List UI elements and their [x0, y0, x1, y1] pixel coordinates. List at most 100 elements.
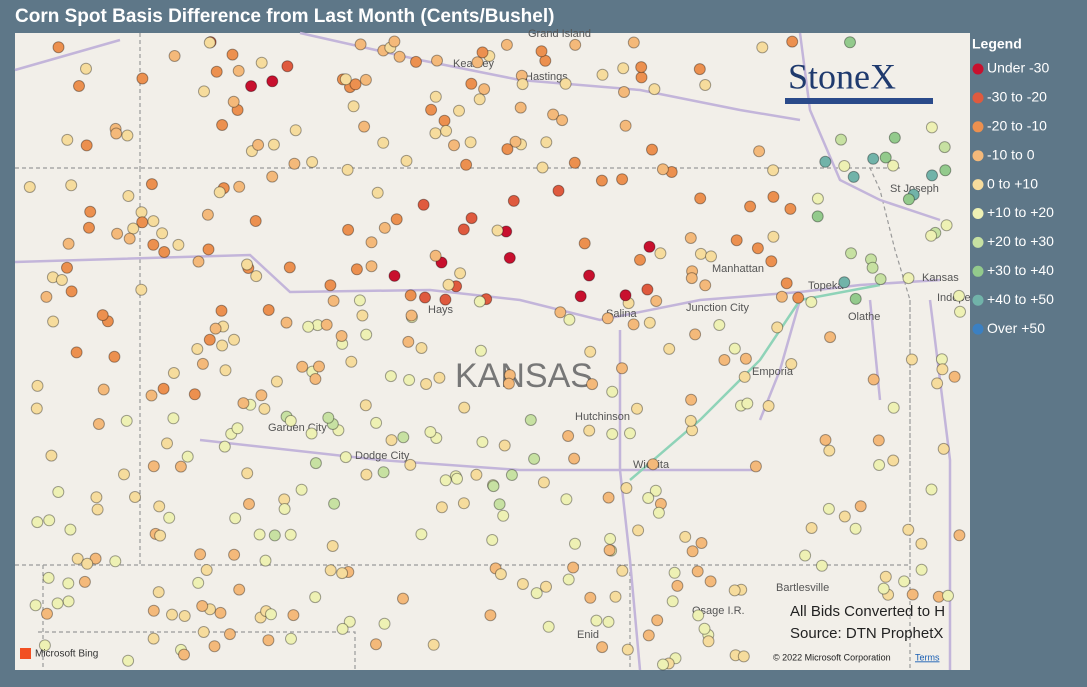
- bid-dot[interactable]: [502, 377, 515, 390]
- bid-dot[interactable]: [328, 497, 341, 510]
- bid-dot[interactable]: [136, 72, 149, 85]
- bid-dot[interactable]: [458, 401, 471, 414]
- bid-dot[interactable]: [378, 617, 391, 630]
- bid-dot[interactable]: [71, 552, 84, 565]
- bid-dot[interactable]: [65, 179, 78, 192]
- bid-dot[interactable]: [887, 401, 900, 414]
- bid-dot[interactable]: [111, 227, 124, 240]
- bid-dot[interactable]: [616, 564, 629, 577]
- bid-dot[interactable]: [464, 136, 477, 149]
- bid-dot[interactable]: [819, 434, 832, 446]
- bid-dot[interactable]: [336, 622, 349, 635]
- bid-dot[interactable]: [197, 626, 210, 638]
- bid-dot[interactable]: [83, 221, 95, 234]
- bid-dot[interactable]: [345, 355, 358, 368]
- bid-dot[interactable]: [218, 440, 231, 453]
- bid-dot[interactable]: [253, 528, 266, 541]
- bid-dot[interactable]: [844, 36, 856, 49]
- bid-dot[interactable]: [473, 93, 486, 106]
- bid-dot[interactable]: [29, 599, 42, 612]
- bid-dot[interactable]: [324, 279, 337, 292]
- bid-dot[interactable]: [202, 243, 215, 256]
- bid-dot[interactable]: [689, 328, 702, 341]
- bid-dot[interactable]: [854, 500, 867, 513]
- bid-dot[interactable]: [194, 548, 207, 561]
- bid-dot[interactable]: [737, 650, 750, 663]
- bid-dot[interactable]: [583, 269, 596, 282]
- bid-dot[interactable]: [542, 620, 555, 633]
- bid-dot[interactable]: [516, 578, 529, 590]
- bid-dot[interactable]: [822, 502, 835, 515]
- bid-dot[interactable]: [196, 600, 209, 612]
- bid-dot[interactable]: [287, 609, 300, 622]
- bid-dot[interactable]: [601, 312, 614, 325]
- bid-dot[interactable]: [668, 566, 681, 579]
- bid-dot[interactable]: [694, 247, 707, 260]
- bid-dot[interactable]: [618, 86, 630, 98]
- bid-dot[interactable]: [397, 431, 410, 444]
- bid-dot[interactable]: [866, 261, 879, 274]
- bid-dot[interactable]: [509, 135, 522, 148]
- bid-dot[interactable]: [530, 587, 543, 600]
- bid-dot[interactable]: [62, 577, 75, 590]
- bid-dot[interactable]: [685, 272, 698, 285]
- bid-dot[interactable]: [619, 119, 632, 132]
- bid-dot[interactable]: [756, 41, 769, 54]
- bid-dot[interactable]: [603, 544, 616, 557]
- bid-dot[interactable]: [305, 427, 318, 440]
- bid-dot[interactable]: [425, 103, 438, 116]
- bid-dot[interactable]: [370, 638, 382, 651]
- bid-dot[interactable]: [377, 136, 390, 149]
- bid-dot[interactable]: [378, 221, 391, 234]
- bid-dot[interactable]: [145, 389, 158, 402]
- bid-dot[interactable]: [567, 561, 580, 574]
- bid-dot[interactable]: [902, 523, 915, 536]
- bid-dot[interactable]: [70, 346, 83, 359]
- bid-dot[interactable]: [249, 215, 262, 227]
- bid-dot[interactable]: [634, 253, 646, 266]
- bid-dot[interactable]: [30, 402, 43, 415]
- bid-dot[interactable]: [925, 229, 938, 242]
- bid-dot[interactable]: [698, 622, 711, 635]
- bid-dot[interactable]: [563, 313, 576, 326]
- bid-dot[interactable]: [874, 273, 887, 286]
- bid-dot[interactable]: [349, 78, 362, 91]
- bid-dot[interactable]: [643, 316, 656, 329]
- bid-dot[interactable]: [925, 121, 938, 134]
- bid-dot[interactable]: [84, 205, 97, 218]
- bid-dot[interactable]: [528, 452, 541, 465]
- bid-dot[interactable]: [718, 354, 731, 366]
- bid-dot[interactable]: [109, 555, 122, 568]
- bid-dot[interactable]: [656, 163, 669, 176]
- bid-dot[interactable]: [210, 65, 223, 78]
- bid-dot[interactable]: [823, 444, 836, 457]
- bid-dot[interactable]: [931, 377, 944, 390]
- bid-dot[interactable]: [397, 592, 409, 605]
- bid-dot[interactable]: [216, 339, 229, 352]
- bid-dot[interactable]: [147, 215, 160, 228]
- bid-dot[interactable]: [402, 335, 415, 348]
- bid-dot[interactable]: [649, 484, 662, 497]
- bid-dot[interactable]: [647, 458, 659, 471]
- bid-dot[interactable]: [427, 638, 440, 651]
- bid-dot[interactable]: [631, 402, 643, 415]
- bid-dot[interactable]: [616, 173, 629, 186]
- bid-dot[interactable]: [431, 54, 443, 67]
- bid-dot[interactable]: [584, 345, 597, 358]
- bid-dot[interactable]: [203, 36, 216, 49]
- bid-dot[interactable]: [474, 344, 487, 357]
- bid-dot[interactable]: [915, 537, 928, 550]
- bid-dot[interactable]: [524, 414, 537, 426]
- bid-dot[interactable]: [694, 192, 707, 205]
- bid-dot[interactable]: [728, 342, 741, 355]
- bid-dot[interactable]: [838, 510, 851, 523]
- bid-dot[interactable]: [651, 614, 664, 627]
- bid-dot[interactable]: [505, 469, 518, 481]
- bid-dot[interactable]: [684, 414, 697, 427]
- bid-dot[interactable]: [439, 293, 452, 306]
- bid-dot[interactable]: [390, 213, 403, 226]
- bid-dot[interactable]: [590, 614, 603, 627]
- bid-dot[interactable]: [97, 383, 110, 396]
- bid-dot[interactable]: [657, 658, 669, 671]
- bid-dot[interactable]: [516, 78, 529, 91]
